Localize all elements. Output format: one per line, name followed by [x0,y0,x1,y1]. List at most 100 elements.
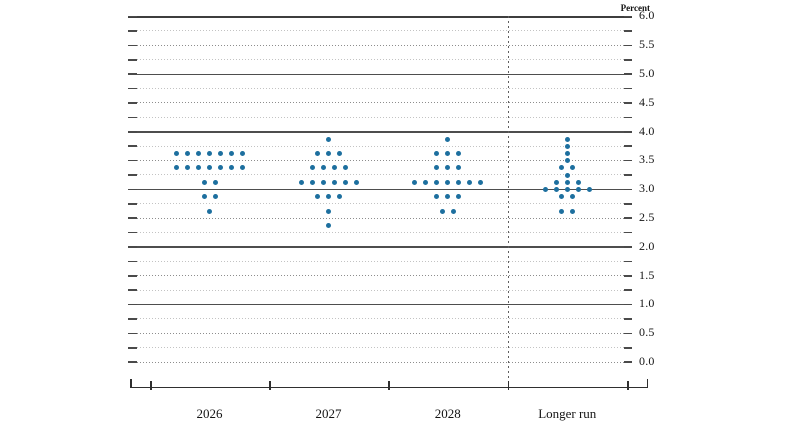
gridline-2.75 [128,203,632,205]
projection-dot [353,179,359,185]
y-axis-label: 2.5 [639,210,655,224]
gridline-5.25 [128,59,632,61]
y-tick-left [128,318,137,320]
projection-dot [559,208,565,214]
gridline-5.00 [128,73,632,75]
y-axis-label: 3.0 [639,181,655,196]
projection-dot [434,179,440,185]
projection-dot [320,179,326,185]
projection-dot [434,150,440,156]
y-tick-left [128,217,137,220]
gridline-4.75 [128,87,632,89]
gridline-4.25 [128,116,632,118]
projection-dot [298,179,304,185]
projection-dot [331,165,337,171]
y-tick-right [623,174,632,176]
y-tick-right [623,303,632,306]
projection-dot [326,194,331,200]
y-tick-left [128,15,137,18]
projection-dot [445,150,451,156]
gridline-5.50 [128,44,632,46]
y-tick-left [128,159,137,162]
x-axis-column-label: 2028 [434,406,461,421]
gridline-5.75 [128,30,632,32]
projection-dot [320,165,326,171]
projection-dot [542,186,548,192]
projection-dot [570,208,576,214]
y-tick-right [623,274,632,277]
y-tick-left [128,116,137,119]
y-axis-label: 5.0 [639,66,655,80]
y-tick-right [623,202,632,205]
gridline-1.00 [128,303,632,306]
gridline-3.25 [128,174,632,176]
y-axis-label: 4.5 [639,94,655,109]
y-axis-label: 2.0 [639,238,655,253]
projection-dot [337,150,342,156]
y-tick-left [128,303,137,306]
gridline-4.50 [128,102,632,104]
y-tick-left [128,174,137,176]
y-tick-left [128,260,137,263]
projection-dot [570,194,576,200]
projection-dot [229,150,234,156]
gridline-3.75 [128,145,632,147]
y-axis-label: 5.5 [639,37,655,52]
x-axis-tick-4 [627,380,629,390]
projection-dot [196,150,201,156]
x-axis-column-label: 2026 [196,406,223,421]
gridline-1.50 [128,275,632,277]
projection-dot [185,165,190,171]
y-tick-left [128,30,137,32]
y-tick-right [623,87,632,90]
y-axis-label: 4.0 [639,123,655,138]
y-tick-right [623,346,632,349]
projection-dot [309,165,315,171]
x-axis-tick-0 [150,380,152,390]
projection-dot [326,136,331,142]
projection-dot [212,179,218,185]
x-axis-tick-1 [269,380,271,390]
projection-dot [564,143,570,149]
y-tick-right [623,30,632,32]
x-axis-tick-2 [388,380,390,390]
gridline-3.00 [128,188,632,191]
y-tick-left [128,44,137,47]
projection-dot [553,186,559,192]
y-axis-label: 0.0 [639,354,655,368]
projection-dot [586,186,592,192]
projection-dot [445,194,451,200]
projection-dot [467,179,473,185]
projection-dot [564,136,570,142]
projection-dot [207,165,212,171]
projection-dot [456,179,462,185]
y-tick-right [623,145,632,148]
projection-dot [559,194,565,200]
y-tick-left [128,202,137,205]
projection-dot [439,208,445,214]
y-tick-left [128,231,137,234]
projection-dot [212,194,218,200]
projection-dot [185,150,190,156]
y-axis-label: 6.0 [639,8,655,23]
projection-dot [201,179,207,185]
projection-dot [201,194,207,200]
y-tick-right [623,15,632,18]
y-tick-right [623,260,632,263]
projection-dot [207,150,212,156]
gridline-6.00 [128,15,632,18]
projection-dot [423,179,429,185]
gridline-2.50 [128,217,632,219]
projection-dot [575,186,581,192]
gridline-4.00 [128,131,632,133]
longer-run-separator [507,15,509,389]
projection-dot [553,179,559,185]
x-axis-tick-3 [507,380,509,390]
projection-dot [196,165,201,171]
y-tick-right [623,289,632,292]
projection-dot [456,150,462,156]
projection-dot [434,194,440,200]
gridline-1.75 [128,260,632,262]
projection-dot [450,208,456,214]
projection-dot [445,136,451,142]
